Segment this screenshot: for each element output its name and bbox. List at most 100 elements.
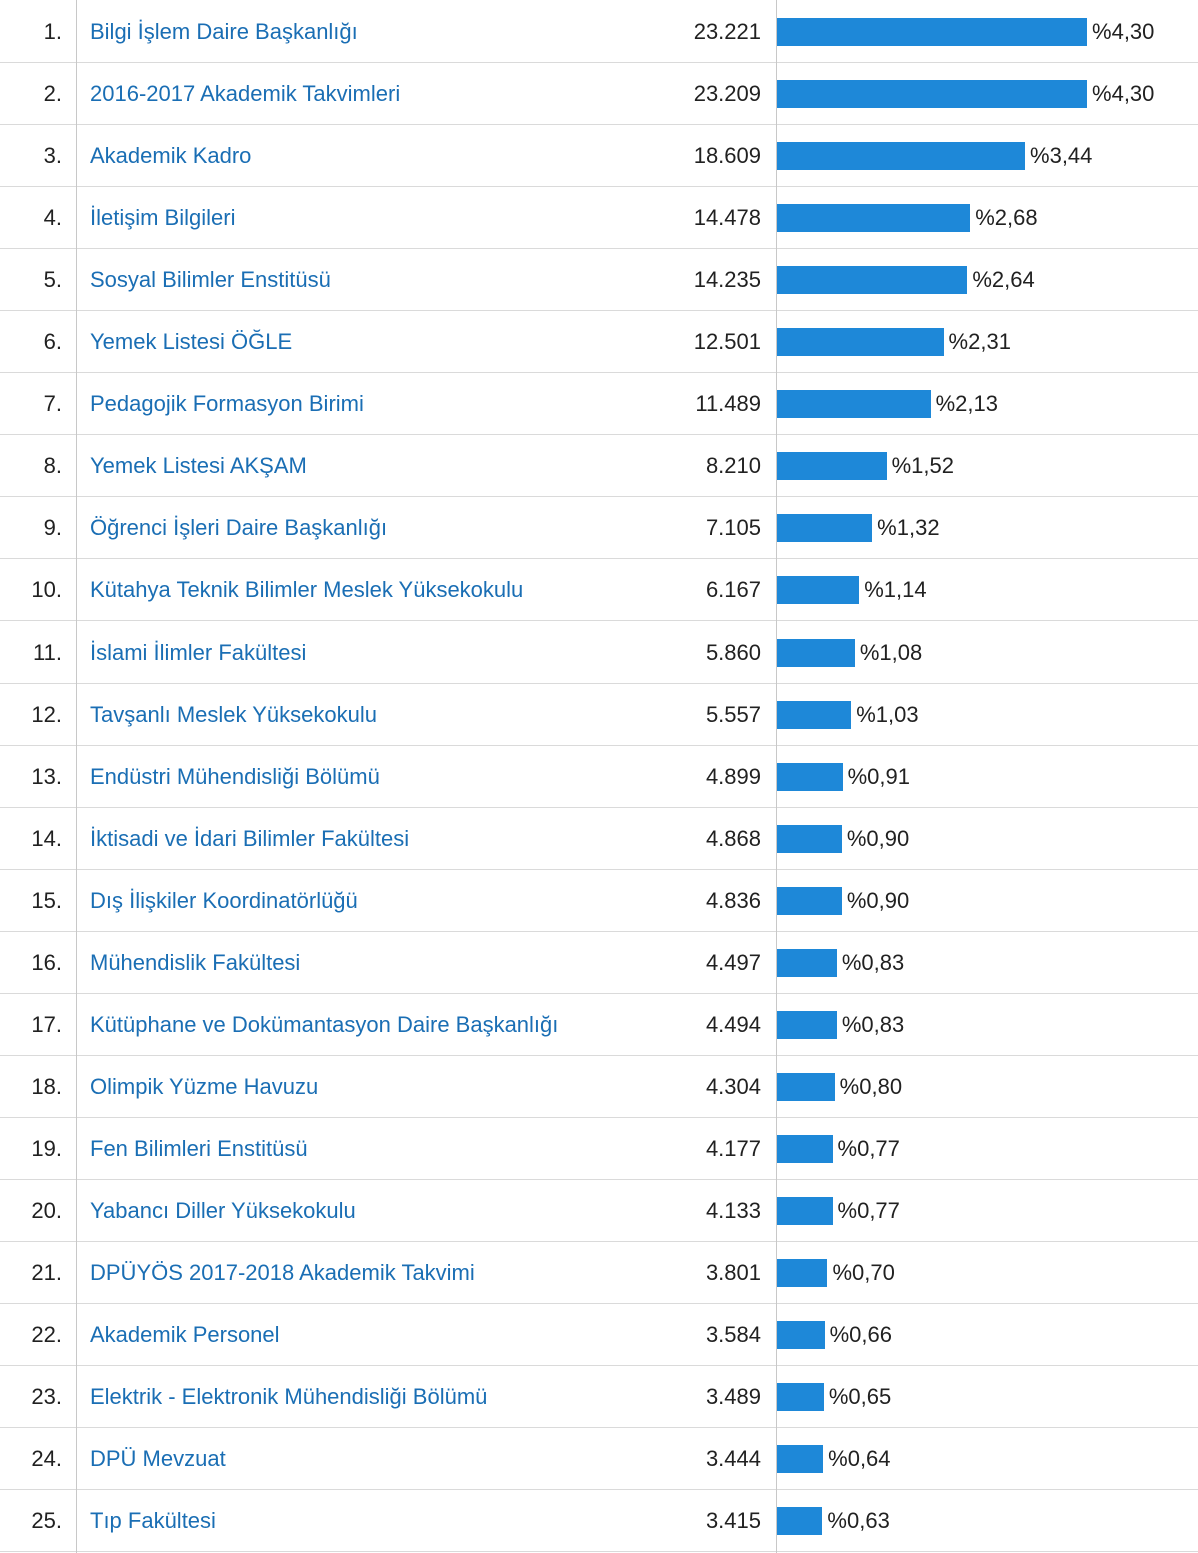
share-label: %0,64 <box>828 1446 891 1472</box>
rank: 17. <box>31 1011 62 1037</box>
pageview-count: 6.167 <box>705 577 761 603</box>
table-row: 13. Endüstri Mühendisliği Bölümü 4.899 %0,9… <box>0 746 1198 808</box>
share-bar <box>777 886 842 915</box>
page-title-link[interactable]: Mühendislik Fakültesi <box>90 949 301 975</box>
share-bar <box>777 700 852 729</box>
page-title-link[interactable]: Bilgi İşlem Daire Başkanlığı <box>90 19 358 44</box>
page-title-link[interactable]: Akademik Personel <box>90 1322 280 1348</box>
page-title-link[interactable]: Kütüphane ve Dokümantasyon Daire Başkanl… <box>90 1011 559 1037</box>
pageview-count: 5.557 <box>705 701 761 727</box>
table-row: 12. Tavşanlı Meslek Yüksekokulu 5.557 %1,03 <box>0 684 1198 746</box>
rank: 14. <box>31 825 62 851</box>
rank: 22. <box>31 1322 62 1348</box>
page-title-link[interactable]: Akademik Kadro <box>90 143 252 169</box>
rank: 3. <box>43 143 62 169</box>
pageview-count: 4.836 <box>705 887 761 913</box>
table-row: 2. 2016-2017 Akademik Takvimleri 23.209 %4,… <box>0 63 1198 126</box>
share-bar <box>777 576 860 605</box>
page-title-link[interactable]: İslami İlimler Fakültesi <box>90 639 307 665</box>
column-divider <box>76 0 77 1553</box>
pageview-count: 12.501 <box>693 329 761 355</box>
page-title-link[interactable]: Yabancı Diller Yüksekokulu <box>90 1197 356 1223</box>
rank: 24. <box>31 1446 62 1472</box>
page-title-link[interactable]: Tavşanlı Meslek Yüksekokulu <box>90 701 377 727</box>
table-row: 5. Sosyal Bilimler Enstitüsü 14.235 %2,64 <box>0 249 1198 312</box>
share-bar <box>777 452 887 481</box>
table-row: 22. Akademik Personel 3.584 %0,66 <box>0 1304 1198 1367</box>
pageview-count: 7.105 <box>705 515 761 541</box>
page-title-link[interactable]: Elektrik - Elektronik Mühendisliği Bölüm… <box>90 1384 488 1410</box>
share-label: %0,66 <box>829 1322 892 1348</box>
page-title-link[interactable]: Yemek Listesi ÖĞLE <box>90 329 293 355</box>
rank: 5. <box>43 267 62 293</box>
share-label: %0,77 <box>837 1135 900 1161</box>
share-bar <box>777 266 968 295</box>
share-label: %2,31 <box>948 329 1011 355</box>
share-label: %4,30 <box>1092 81 1155 107</box>
page-title-link[interactable]: 2016-2017 Akademik Takvimleri <box>90 81 401 107</box>
table-row: 15. Dış İlişkiler Koordinatörlüğü 4.836 %0,… <box>0 870 1198 932</box>
table-row: 25. Tıp Fakültesi 3.415 %0,63 <box>0 1490 1198 1553</box>
rank: 19. <box>31 1135 62 1161</box>
page-title-link[interactable]: Sosyal Bilimler Enstitüsü <box>90 267 331 293</box>
share-label: %4,30 <box>1092 19 1155 44</box>
page-title-link[interactable]: Dış İlişkiler Koordinatörlüğü <box>90 887 358 913</box>
share-bar <box>777 1383 824 1412</box>
rank: 12. <box>31 701 62 727</box>
pageview-count: 3.489 <box>705 1384 761 1410</box>
page-title-link[interactable]: İktisadi ve İdari Bilimler Fakültesi <box>90 825 410 851</box>
rank: 23. <box>31 1384 62 1410</box>
page-title-link[interactable]: İletişim Bilgileri <box>90 205 236 231</box>
share-label: %1,14 <box>864 577 927 603</box>
table-row: 20. Yabancı Diller Yüksekokulu 4.133 %0,77 <box>0 1180 1198 1242</box>
share-label: %1,03 <box>856 701 919 727</box>
table-row: 19. Fen Bilimleri Enstitüsü 4.177 %0,77 <box>0 1118 1198 1180</box>
page-title-link[interactable]: Kütahya Teknik Bilimler Meslek Yüksekoku… <box>90 577 524 603</box>
share-label: %0,63 <box>827 1508 890 1534</box>
pageview-count: 18.609 <box>693 143 761 169</box>
share-label: %1,32 <box>877 515 940 541</box>
share-label: %1,52 <box>891 453 954 479</box>
pageview-count: 4.497 <box>705 949 761 975</box>
table-row: 7. Pedagojik Formasyon Birimi 11.489 %2,13 <box>0 373 1198 436</box>
rank: 6. <box>43 329 62 355</box>
table-row: 18. Olimpik Yüzme Havuzu 4.304 %0,80 <box>0 1056 1198 1118</box>
pageview-count: 14.235 <box>693 267 761 293</box>
page-title-link[interactable]: Öğrenci İşleri Daire Başkanlığı <box>90 515 388 541</box>
pageview-count: 4.868 <box>705 825 761 851</box>
rank: 8. <box>43 453 62 479</box>
page-title-link[interactable]: Fen Bilimleri Enstitüsü <box>90 1135 308 1161</box>
page-title-link[interactable]: Pedagojik Formasyon Birimi <box>90 391 364 417</box>
table-row: 10. Kütahya Teknik Bilimler Meslek Yüksek… <box>0 559 1198 622</box>
share-label: %0,80 <box>839 1073 903 1099</box>
table-row: 14. İktisadi ve İdari Bilimler Fakültesi 4… <box>0 808 1198 870</box>
table-row: 4. İletişim Bilgileri 14.478 %2,68 <box>0 187 1198 250</box>
rank: 20. <box>31 1197 62 1223</box>
pageview-count: 4.304 <box>705 1073 761 1099</box>
table-row: 21. DPÜYÖS 2017-2018 Akademik Takvimi 3.80… <box>0 1242 1198 1304</box>
page-title-link[interactable]: Yemek Listesi AKŞAM <box>90 453 307 479</box>
share-bar <box>777 1259 828 1287</box>
table-row: 3. Akademik Kadro 18.609 %3,44 <box>0 125 1198 188</box>
table-row: 24. DPÜ Mevzuat 3.444 %0,64 <box>0 1428 1198 1491</box>
rank: 2. <box>43 81 62 107</box>
page-title-link[interactable]: Olimpik Yüzme Havuzu <box>90 1073 319 1099</box>
table-row: 6. Yemek Listesi ÖĞLE 12.501 %2,31 <box>0 311 1198 374</box>
share-label: %0,90 <box>846 825 910 851</box>
rank: 16. <box>31 949 62 975</box>
share-bar <box>777 390 931 419</box>
share-bar <box>777 18 1088 46</box>
share-label: %0,91 <box>847 763 910 789</box>
table-row: 17. Kütüphane ve Dokümantasyon Daire Başk… <box>0 994 1198 1056</box>
share-label: %1,08 <box>859 639 923 665</box>
page-title-link[interactable]: DPÜ Mevzuat <box>90 1446 226 1472</box>
rank: 25. <box>31 1508 62 1534</box>
share-label: %0,70 <box>832 1260 895 1285</box>
share-bar <box>777 514 873 543</box>
page-title-link[interactable]: DPÜYÖS 2017-2018 Akademik Takvimi <box>90 1260 475 1285</box>
rank: 10. <box>31 577 62 603</box>
rank: 15. <box>31 887 62 913</box>
page-title-link[interactable]: Endüstri Mühendisliği Bölümü <box>90 763 380 789</box>
page-title-link[interactable]: Tıp Fakültesi <box>90 1508 216 1534</box>
rank: 18. <box>31 1073 62 1099</box>
